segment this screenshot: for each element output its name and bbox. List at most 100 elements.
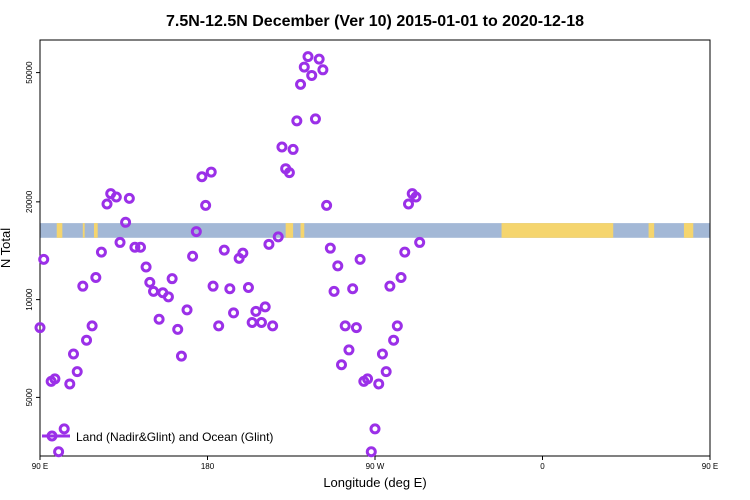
land-segment [501, 223, 614, 238]
data-point [336, 359, 347, 371]
data-point [144, 276, 156, 288]
data-point [317, 64, 329, 76]
data-point [410, 191, 422, 203]
data-point [148, 285, 160, 297]
data-point [267, 320, 279, 332]
data-point [187, 250, 199, 262]
data-point [166, 273, 178, 285]
data-point [123, 192, 135, 204]
data-point [324, 242, 336, 254]
y-axis-label: N Total [0, 228, 13, 268]
data-point [53, 446, 65, 458]
data-point [140, 261, 152, 273]
data-point [120, 216, 132, 228]
data-point [129, 241, 141, 253]
data-point [354, 253, 366, 265]
land-ocean-band [40, 223, 710, 238]
y-tick-label: 50000 [25, 61, 34, 84]
data-point [347, 283, 359, 295]
data-point [403, 198, 414, 210]
land-segment [56, 223, 63, 238]
data-point [228, 307, 240, 319]
data-point [38, 253, 50, 265]
data-point [283, 167, 295, 179]
land-segment [82, 223, 85, 238]
data-point [376, 348, 388, 360]
data-point [298, 61, 310, 73]
data-point [196, 171, 208, 183]
data-point [399, 246, 411, 258]
land-segment [300, 223, 305, 238]
data-point [384, 280, 396, 292]
data-point [343, 344, 355, 356]
data-point [350, 322, 362, 334]
data-point [114, 236, 126, 248]
data-point [68, 348, 79, 360]
y-tick-label: 10000 [25, 288, 34, 311]
data-point [49, 373, 61, 385]
plot-frame [39, 39, 711, 457]
data-point [302, 51, 314, 63]
data-point [86, 320, 98, 332]
data-point [380, 366, 392, 378]
y-axis-ticks: 5000 10000 20000 50000 [25, 61, 40, 406]
data-points [34, 51, 426, 458]
data-point [287, 143, 299, 155]
data-point [153, 313, 165, 325]
data-point [365, 446, 377, 458]
legend-label: Land (Nadir&Glint) and Ocean (Glint) [76, 430, 273, 444]
data-point [388, 334, 400, 346]
x-tick-label: 90 E [32, 462, 48, 471]
data-point [250, 305, 262, 317]
chart-title: 7.5N-12.5N December (Ver 10) 2015-01-01 … [166, 13, 584, 30]
x-tick-label: 90 W [366, 462, 385, 471]
data-point [309, 113, 321, 125]
land-segment [285, 223, 294, 238]
data-point [224, 283, 236, 295]
data-point [90, 271, 102, 283]
y-tick-label: 5000 [25, 388, 34, 406]
data-point [110, 191, 122, 203]
data-point [200, 199, 212, 211]
data-point [162, 291, 174, 303]
land-segment [93, 223, 98, 238]
data-point [205, 166, 217, 178]
data-point [362, 373, 374, 385]
data-point [263, 238, 275, 250]
data-point [306, 69, 318, 81]
data-point [313, 53, 325, 65]
data-point [77, 280, 89, 292]
data-point [34, 322, 46, 334]
x-axis-label: Longitude (deg E) [323, 475, 426, 490]
data-point [237, 247, 249, 259]
data-point [395, 271, 407, 283]
legend-marker [46, 430, 58, 442]
data-point [291, 115, 303, 127]
y-tick-label: 20000 [25, 190, 34, 213]
data-point [218, 244, 230, 256]
data-point [414, 236, 426, 248]
data-point [81, 334, 93, 346]
data-point [321, 199, 333, 211]
data-point [255, 317, 267, 329]
land-segment [648, 223, 655, 238]
data-point [181, 304, 193, 316]
land-segment [683, 223, 694, 238]
data-point [242, 281, 254, 293]
data-point [135, 241, 146, 253]
data-point [175, 350, 187, 362]
data-point [369, 423, 381, 435]
data-point [172, 323, 184, 335]
data-point [64, 378, 76, 390]
data-point [246, 317, 258, 329]
data-point [213, 320, 225, 332]
data-point [259, 301, 271, 313]
legend: Land (Nadir&Glint) and Ocean (Glint) [42, 430, 273, 444]
data-point [328, 285, 340, 297]
data-point [276, 141, 288, 153]
data-point [190, 226, 202, 238]
data-point [58, 423, 70, 435]
data-point [95, 246, 107, 258]
data-point [373, 378, 385, 390]
data-point [207, 280, 219, 292]
